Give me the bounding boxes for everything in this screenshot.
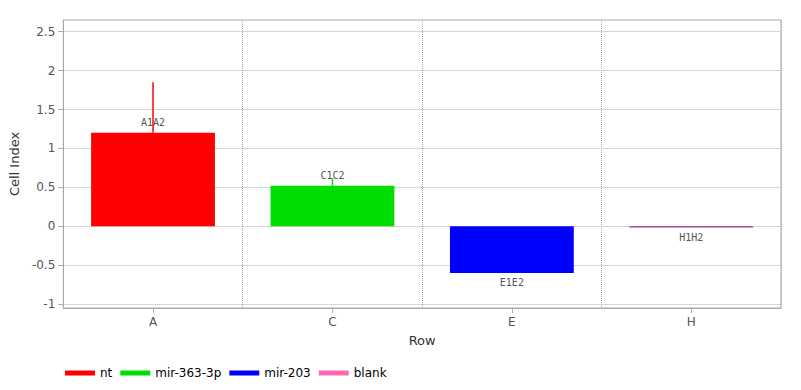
svg-text:A: A (149, 315, 158, 329)
svg-text:E1E2: E1E2 (500, 277, 524, 288)
svg-text:mir-203: mir-203 (264, 366, 310, 380)
svg-text:1.5: 1.5 (36, 103, 55, 117)
svg-text:H: H (687, 315, 696, 329)
svg-text:H1H2: H1H2 (679, 232, 703, 243)
svg-text:nt: nt (100, 366, 113, 380)
svg-text:E: E (508, 315, 516, 329)
svg-text:2.5: 2.5 (36, 25, 55, 39)
svg-text:C1C2: C1C2 (320, 170, 345, 182)
svg-text:1: 1 (48, 141, 56, 155)
svg-text:Cell Index: Cell Index (7, 132, 22, 197)
svg-text:0.5: 0.5 (36, 180, 55, 194)
svg-text:blank: blank (354, 366, 387, 380)
svg-text:-0.5: -0.5 (32, 258, 55, 272)
svg-text:A1A2: A1A2 (141, 117, 166, 129)
svg-text:0: 0 (48, 219, 56, 233)
svg-text:-1: -1 (43, 297, 55, 311)
svg-text:Row: Row (409, 333, 436, 348)
svg-text:mir-363-3p: mir-363-3p (155, 366, 221, 380)
svg-text:2: 2 (48, 64, 56, 78)
svg-text:C: C (328, 315, 336, 329)
